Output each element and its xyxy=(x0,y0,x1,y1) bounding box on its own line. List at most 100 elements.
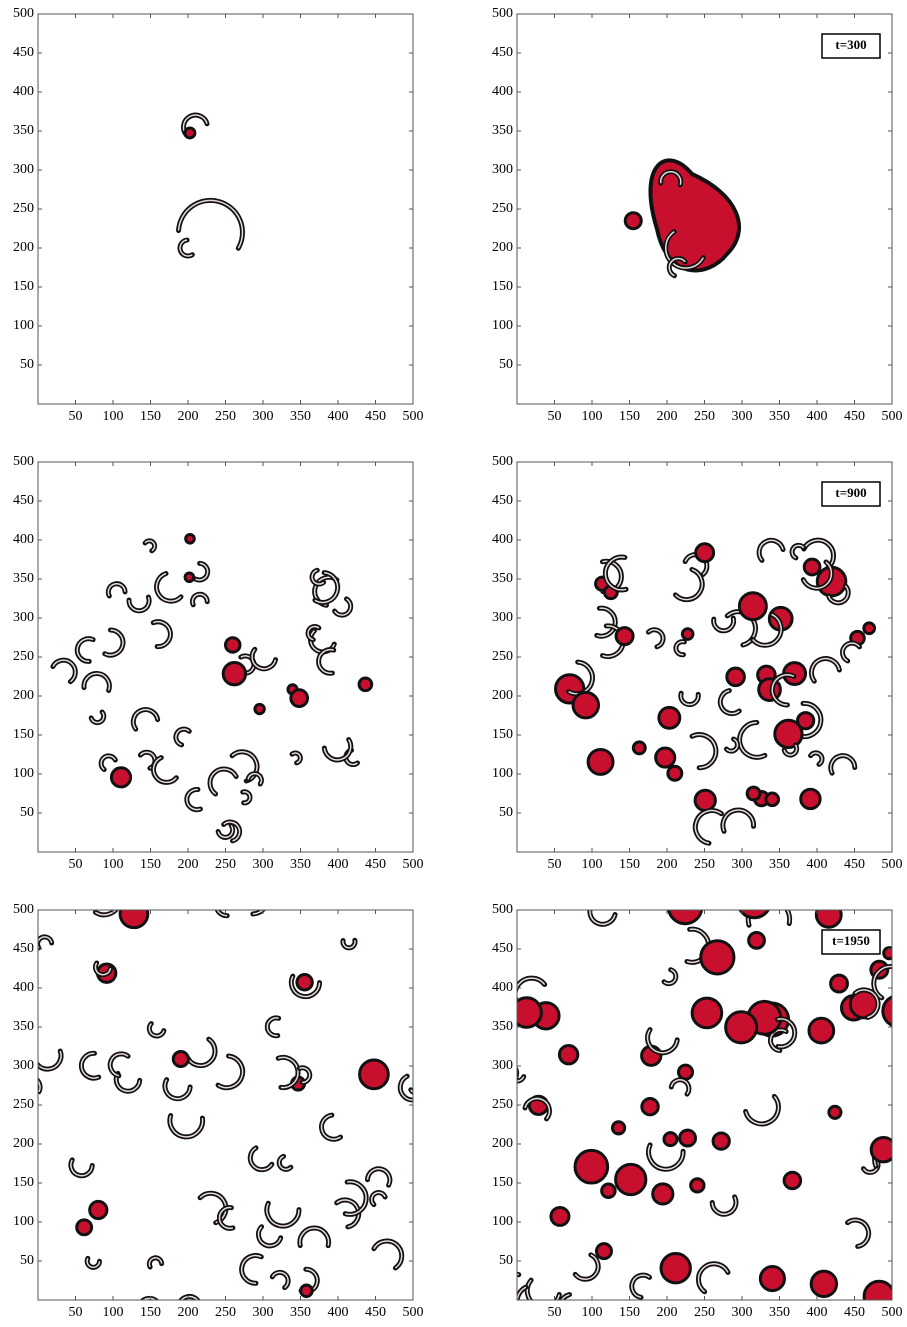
pattern xyxy=(176,112,245,259)
x-tick-label: 400 xyxy=(328,1305,349,1320)
blob xyxy=(594,1242,613,1261)
wave-core xyxy=(152,756,177,784)
wave-core xyxy=(278,1155,292,1171)
wave-core xyxy=(209,768,237,795)
pattern xyxy=(453,910,907,1300)
wave-core xyxy=(596,607,616,637)
y-tick-label: 150 xyxy=(492,279,513,294)
y-tick-label: 450 xyxy=(492,941,513,956)
wave-core xyxy=(674,568,703,601)
wave xyxy=(38,1077,43,1095)
y-tick-label: 450 xyxy=(13,493,34,508)
x-tick-label: 200 xyxy=(178,857,199,872)
y-tick-label: 450 xyxy=(13,45,34,60)
wave xyxy=(524,1277,562,1300)
wave-core xyxy=(177,199,244,249)
y-tick-label: 50 xyxy=(20,805,34,820)
y-tick-label: 300 xyxy=(13,162,34,177)
wave-core xyxy=(342,940,356,949)
wave-core xyxy=(561,1293,570,1300)
wave-core xyxy=(432,1093,461,1117)
blob xyxy=(764,791,781,808)
wave-core xyxy=(80,1052,100,1079)
y-tick-label: 400 xyxy=(13,980,34,995)
blob xyxy=(168,828,191,851)
blob xyxy=(711,1131,731,1151)
wave xyxy=(447,1061,481,1082)
wave-core xyxy=(311,569,325,585)
wave-core xyxy=(711,1196,737,1215)
x-tick-label: 200 xyxy=(657,1305,678,1320)
x-tick-label: 150 xyxy=(140,1305,161,1320)
wave-core xyxy=(336,1199,360,1228)
x-tick-label: 450 xyxy=(844,409,865,424)
x-tick-label: 50 xyxy=(548,409,562,424)
wave-core xyxy=(899,1003,907,1036)
wave-core xyxy=(266,1202,300,1227)
blob xyxy=(827,1104,843,1120)
y-tick-label: 100 xyxy=(13,766,34,781)
blob xyxy=(814,910,843,929)
blob xyxy=(183,571,196,584)
y-tick-label: 400 xyxy=(492,84,513,99)
wave-core xyxy=(830,755,856,774)
wave-core xyxy=(791,544,805,559)
blob xyxy=(221,660,248,687)
x-tick-label: 300 xyxy=(732,409,753,424)
x-tick-label: 500 xyxy=(403,1305,424,1320)
blob xyxy=(88,1199,109,1221)
blob xyxy=(289,688,310,708)
x-tick-label: 250 xyxy=(694,409,715,424)
wave-core xyxy=(299,1067,311,1084)
blob xyxy=(676,1063,695,1081)
blob xyxy=(299,1283,314,1299)
blob xyxy=(699,939,736,976)
blob xyxy=(573,1148,610,1185)
y-tick-label: 400 xyxy=(492,532,513,547)
blob xyxy=(737,591,768,622)
blob xyxy=(869,1135,892,1164)
x-tick-label: 400 xyxy=(328,409,349,424)
wave-core xyxy=(191,593,208,606)
wave-core xyxy=(827,585,849,604)
panel: 50 100 150 200 250 300 350 400 450 500 50 100 150 200… xyxy=(13,6,424,424)
pattern xyxy=(554,537,877,846)
wave-core xyxy=(320,1114,341,1140)
blob xyxy=(183,126,197,140)
wave-core xyxy=(107,583,126,597)
y-tick-label: 200 xyxy=(492,688,513,703)
y-tick-label: 400 xyxy=(13,532,34,547)
y-tick-label: 150 xyxy=(13,1175,34,1190)
x-tick-label: 150 xyxy=(140,409,161,424)
wave-core xyxy=(646,1029,678,1054)
blob xyxy=(357,676,374,693)
x-tick-label: 50 xyxy=(69,409,83,424)
blob xyxy=(109,766,133,789)
blob xyxy=(667,910,704,926)
x-tick-label: 500 xyxy=(882,857,903,872)
x-tick-label: 350 xyxy=(769,857,790,872)
y-tick-label: 500 xyxy=(13,454,34,469)
wave xyxy=(517,1271,522,1278)
x-tick-label: 400 xyxy=(807,857,828,872)
annotation-box xyxy=(821,33,881,59)
wave xyxy=(453,1093,476,1111)
annotation-box xyxy=(821,481,881,507)
wave xyxy=(167,1113,206,1140)
x-tick-label: 400 xyxy=(807,1305,828,1320)
wave-core xyxy=(38,936,53,949)
wave-core xyxy=(266,1017,279,1037)
wave-core xyxy=(52,659,77,683)
wave xyxy=(144,910,150,911)
y-tick-label: 100 xyxy=(13,318,34,333)
x-tick-label: 150 xyxy=(619,857,640,872)
wave-core xyxy=(680,693,699,706)
wave xyxy=(275,1055,301,1091)
y-tick-label: 450 xyxy=(492,45,513,60)
blob xyxy=(807,1016,836,1045)
annotation: t=300 xyxy=(835,37,866,52)
blob xyxy=(862,621,877,636)
plot-frame xyxy=(37,461,414,853)
wave-core xyxy=(278,1056,299,1089)
wave-core xyxy=(144,896,153,908)
